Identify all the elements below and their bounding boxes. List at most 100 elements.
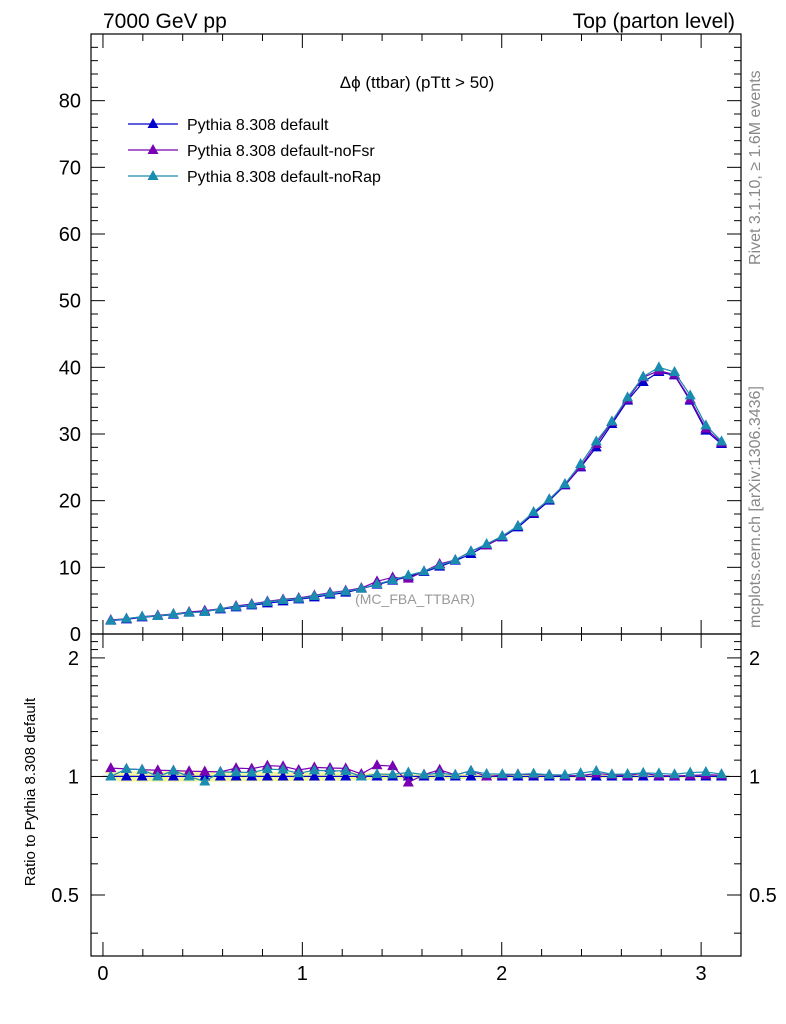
ratio-point-default <box>324 770 336 781</box>
main-ytick-label: 0 <box>70 624 81 646</box>
ratio-point-nofsr <box>371 759 383 770</box>
data-point-norap <box>152 610 164 620</box>
ratio-ytick-label-right: 1 <box>749 766 760 788</box>
ratio-point-nofsr <box>387 760 399 771</box>
ratio-point-norap <box>324 764 336 775</box>
data-point-norap <box>246 598 258 609</box>
data-point-norap <box>199 606 211 616</box>
ratio-point-norap <box>559 768 571 779</box>
ratio-point-norap <box>293 767 305 778</box>
plot-title: Δϕ (ttbar) (pTtt > 50) <box>340 73 495 92</box>
ratio-line-norap <box>110 768 722 783</box>
legend-label-default: Pythia 8.308 default <box>187 117 329 134</box>
ratio-point-nofsr <box>105 762 117 773</box>
ratio-point-norap <box>590 765 602 776</box>
ratio-point-norap <box>700 766 712 777</box>
ratio-point-default <box>136 770 148 781</box>
main-ytick-label: 30 <box>59 424 81 446</box>
data-point-norap <box>622 391 634 402</box>
ratio-point-default <box>308 770 320 781</box>
data-point-norap <box>105 614 117 625</box>
ratio-point-norap <box>496 768 508 779</box>
ratio-point-norap <box>387 768 399 779</box>
ratio-point-default <box>277 770 289 781</box>
legend-marker-norap <box>147 170 159 180</box>
ratio-point-norap <box>449 768 461 779</box>
ratio-point-default <box>465 770 477 781</box>
ratio-point-norap <box>653 767 665 778</box>
ratio-point-nofsr <box>152 764 164 775</box>
data-point-norap <box>418 565 430 576</box>
legend-label-nofsr: Pythia 8.308 default-noFsr <box>187 143 375 160</box>
main-ytick-label: 70 <box>59 157 81 179</box>
ratio-point-norap <box>340 765 352 776</box>
main-ytick-label: 10 <box>59 557 81 579</box>
data-point-norap <box>387 574 399 584</box>
ratio-point-default <box>120 770 132 781</box>
ratio-point-norap <box>637 766 649 777</box>
ratio-point-norap <box>622 768 634 779</box>
data-point-norap <box>120 612 132 623</box>
main-ytick-label: 20 <box>59 491 81 513</box>
ratio-point-norap <box>528 767 540 778</box>
ratio-series-norap <box>105 762 728 786</box>
data-point-norap <box>434 559 446 570</box>
legend-label-norap: Pythia 8.308 default-noRap <box>187 169 381 186</box>
data-point-norap <box>355 582 367 593</box>
ratio-ylabel: Ratio to Pythia 8.308 default <box>22 697 39 886</box>
ratio-point-norap <box>575 767 587 778</box>
ratio-point-default <box>167 770 179 781</box>
main-ytick-label: 40 <box>59 357 81 379</box>
ratio-point-nofsr <box>199 765 211 776</box>
ratio-point-norap <box>277 763 289 774</box>
ratio-point-norap <box>261 763 273 774</box>
mcplots-label: mcplots.cern.ch [arXiv:1306.3436] <box>747 386 764 628</box>
ratio-point-norap <box>684 766 696 777</box>
main-ytick-label: 60 <box>59 224 81 246</box>
process-label: Top (parton level) <box>573 10 735 33</box>
ratio-point-norap <box>371 768 383 779</box>
ratio-point-norap <box>402 766 414 777</box>
data-point-norap <box>496 530 508 540</box>
series-line-norap <box>110 366 722 622</box>
xtick-label: 2 <box>496 963 507 985</box>
data-point-norap <box>214 602 226 613</box>
ratio-point-norap <box>230 766 242 777</box>
data-point-norap <box>340 585 352 596</box>
data-point-norap <box>371 578 383 588</box>
ratio-line-nofsr <box>110 764 722 784</box>
legend: Pythia 8.308 default Pythia 8.308 defaul… <box>128 117 381 186</box>
xtick-label: 3 <box>696 963 707 985</box>
data-point-norap <box>606 415 618 426</box>
ratio-ytick-label: 0.5 <box>51 885 79 907</box>
data-point-norap <box>183 606 195 617</box>
xtick-label: 1 <box>297 963 308 985</box>
series-line-default <box>110 371 722 622</box>
data-point-norap <box>449 554 461 564</box>
ratio-point-norap <box>183 770 195 781</box>
ratio-point-norap <box>606 768 618 779</box>
legend-marker-default <box>147 118 159 128</box>
ratio-ytick-label-right: 0.5 <box>749 885 777 907</box>
ratio-point-norap <box>199 775 211 786</box>
main-ytick-label: 50 <box>59 291 81 313</box>
data-point-norap <box>230 600 242 611</box>
ratio-point-norap <box>543 768 555 779</box>
ratio-ytick-label-right: 2 <box>749 648 760 670</box>
series-default <box>105 366 728 625</box>
data-point-norap <box>669 366 681 376</box>
energy-label: 7000 GeV pp <box>103 10 227 33</box>
data-point-norap <box>559 478 571 488</box>
data-point-norap <box>465 545 477 556</box>
data-point-norap <box>402 569 414 580</box>
analysis-tag: (MC_FBA_TTBAR) <box>355 591 475 607</box>
ratio-ytick-label: 2 <box>68 648 79 670</box>
ratio-point-norap <box>308 764 320 775</box>
ratio-point-norap <box>214 765 226 776</box>
data-point-norap <box>512 520 524 530</box>
ratio-ytick-label: 1 <box>68 766 79 788</box>
ratio-point-norap <box>105 770 117 781</box>
data-point-norap <box>716 435 728 446</box>
data-point-norap <box>261 596 273 606</box>
